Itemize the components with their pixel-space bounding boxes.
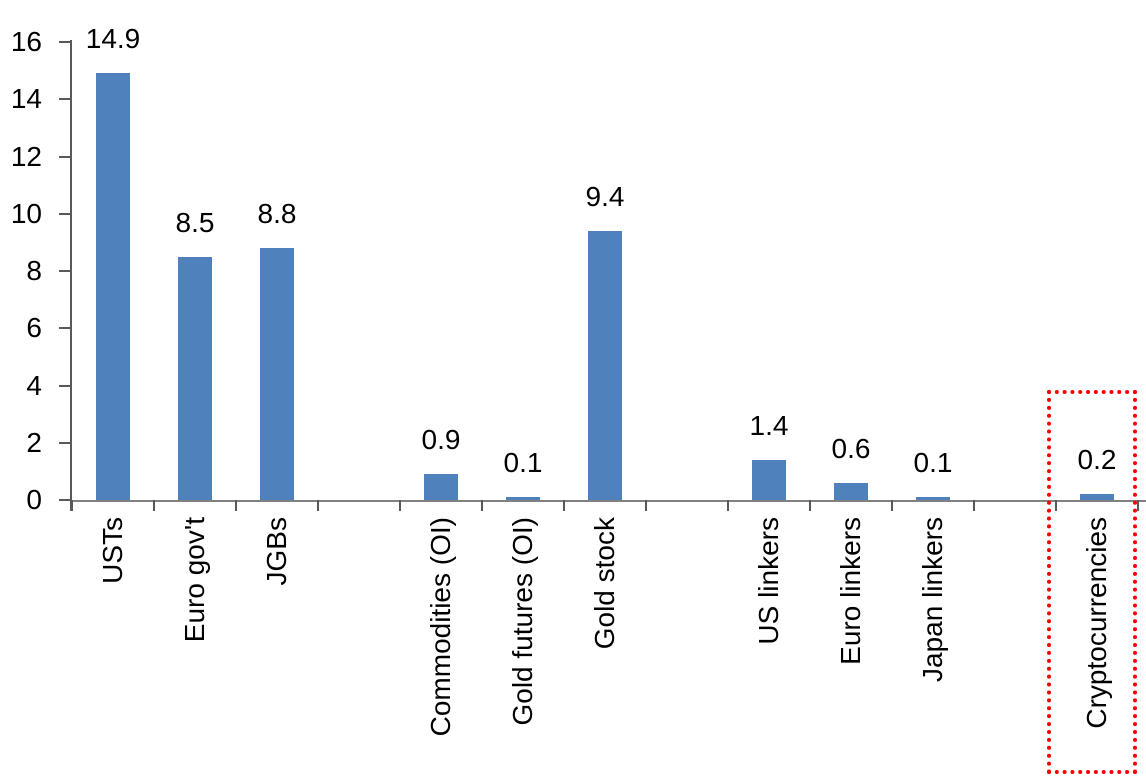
y-axis-tick [59,499,70,501]
category-label-usts: USTs [97,517,128,584]
y-axis-tick [59,41,70,43]
x-axis-tick [153,500,155,511]
y-axis-tick [59,98,70,101]
bar-cryptocurrencies [1080,494,1114,500]
category-label-jgbs: JGBs [261,517,292,586]
y-axis-tick [59,441,70,444]
highlight-box-cryptocurrencies [1047,390,1137,774]
x-axis-tick [645,500,647,511]
category-label-euro-gov-t: Euro gov't [179,517,210,643]
y-axis-tick-label: 14 [10,83,42,115]
bar-gold-stock [588,231,622,500]
x-axis-tick [563,500,565,511]
category-label-us-linkers: US linkers [753,517,784,645]
y-axis-tick [59,270,70,272]
value-label-gold-futures-oi: 0.1 [503,447,543,478]
x-axis-tick [317,500,319,511]
value-label-euro-gov-t: 8.5 [175,207,215,238]
bar-usts [96,73,130,500]
value-label-cryptocurrencies: 0.2 [1077,444,1117,475]
y-axis-tick [59,327,70,330]
category-label-japan-linkers: Japan linkers [917,517,948,682]
y-axis-tick-label: 0 [26,484,42,515]
y-axis-tick-label: 4 [26,369,42,401]
category-label-euro-linkers: Euro linkers [835,517,866,665]
x-axis-tick [481,500,483,511]
x-axis-tick [973,500,975,511]
value-label-us-linkers: 1.4 [749,410,789,441]
value-label-jgbs: 8.8 [257,198,297,229]
y-axis-tick-label: 2 [26,426,42,458]
bar-euro-linkers [834,483,868,500]
value-label-commodities-oi: 0.9 [421,424,461,455]
x-axis-tick [235,500,237,511]
category-label-gold-futures-oi: Gold futures (OI) [507,517,538,726]
x-axis-tick [1137,500,1139,511]
x-axis-tick [809,500,811,511]
category-label-gold-stock: Gold stock [589,517,620,650]
bar-jgbs [260,248,294,500]
value-label-usts: 14.9 [85,23,141,54]
x-axis-tick [71,500,73,511]
y-axis-tick [59,212,70,215]
y-axis-tick-label: 8 [26,255,42,286]
bar-commodities-oi [424,474,458,500]
bar-euro-gov-t [178,257,212,500]
bar-us-linkers [752,460,786,500]
y-axis-tick-label: 16 [10,26,42,57]
x-axis-tick [399,500,401,511]
bar-japan-linkers [916,497,950,500]
value-label-euro-linkers: 0.6 [831,433,871,464]
y-axis-tick-label: 6 [26,312,42,344]
y-axis-tick [59,155,70,158]
x-axis-tick [891,500,893,511]
x-axis-tick [1055,500,1057,511]
y-axis-tick-label: 10 [10,197,42,229]
category-label-commodities-oi: Commodities (OI) [425,517,456,737]
x-axis-line [70,500,1146,502]
y-axis-tick [59,384,70,387]
value-label-japan-linkers: 0.1 [913,447,953,478]
bar-gold-futures-oi [506,497,540,500]
value-label-gold-stock: 9.4 [585,181,625,212]
y-axis-tick-label: 12 [10,140,42,172]
x-axis-tick [727,500,729,511]
y-axis-line [70,40,72,511]
